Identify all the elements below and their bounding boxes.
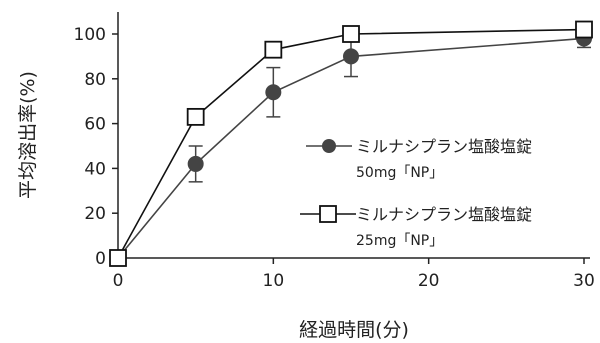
- legend-entry-2: ミルナシプラン塩酸塩錠 25mg「NP」: [300, 205, 532, 249]
- legend-marker-2: [319, 205, 337, 223]
- data-point: [575, 20, 593, 39]
- x-ticks: 0 10 20 30: [113, 258, 595, 291]
- legend-label-2: ミルナシプラン塩酸塩錠: [356, 205, 532, 224]
- legend-sublabel-2: 25mg「NP」: [356, 233, 443, 249]
- y-tick-label: 0: [95, 249, 106, 269]
- legend-sublabel-1: 50mg「NP」: [356, 165, 443, 181]
- series-2: [109, 20, 593, 267]
- data-point: [343, 48, 359, 65]
- legend-marker-1: [322, 139, 336, 153]
- data-point: [265, 84, 282, 101]
- x-axis-title: 経過時間(分): [299, 319, 409, 341]
- legend-label-1: ミルナシプラン塩酸塩錠: [356, 137, 532, 156]
- y-axis-title: 平均溶出率(%): [17, 71, 39, 199]
- data-point: [186, 107, 205, 126]
- axes: [117, 12, 590, 259]
- y-tick-label: 40: [84, 159, 106, 179]
- series-layer: [109, 20, 593, 267]
- y-tick-label: 20: [84, 204, 106, 224]
- legend-entry-1: ミルナシプラン塩酸塩錠 50mg「NP」: [306, 137, 532, 181]
- y-tick-label: 100: [74, 25, 106, 45]
- legend: ミルナシプラン塩酸塩錠 50mg「NP」 ミルナシプラン塩酸塩錠 25mg「NP…: [300, 137, 532, 249]
- data-point: [187, 155, 204, 172]
- x-tick-label: 20: [418, 271, 440, 291]
- y-ticks: 0 20 40 60 80 100: [74, 25, 118, 269]
- data-point: [109, 249, 127, 267]
- x-tick-label: 10: [263, 271, 285, 291]
- y-tick-label: 80: [84, 70, 106, 90]
- x-tick-label: 0: [113, 271, 124, 291]
- x-tick-label: 30: [573, 271, 595, 291]
- y-tick-label: 60: [84, 115, 106, 135]
- data-point: [264, 40, 283, 59]
- data-point: [342, 25, 360, 43]
